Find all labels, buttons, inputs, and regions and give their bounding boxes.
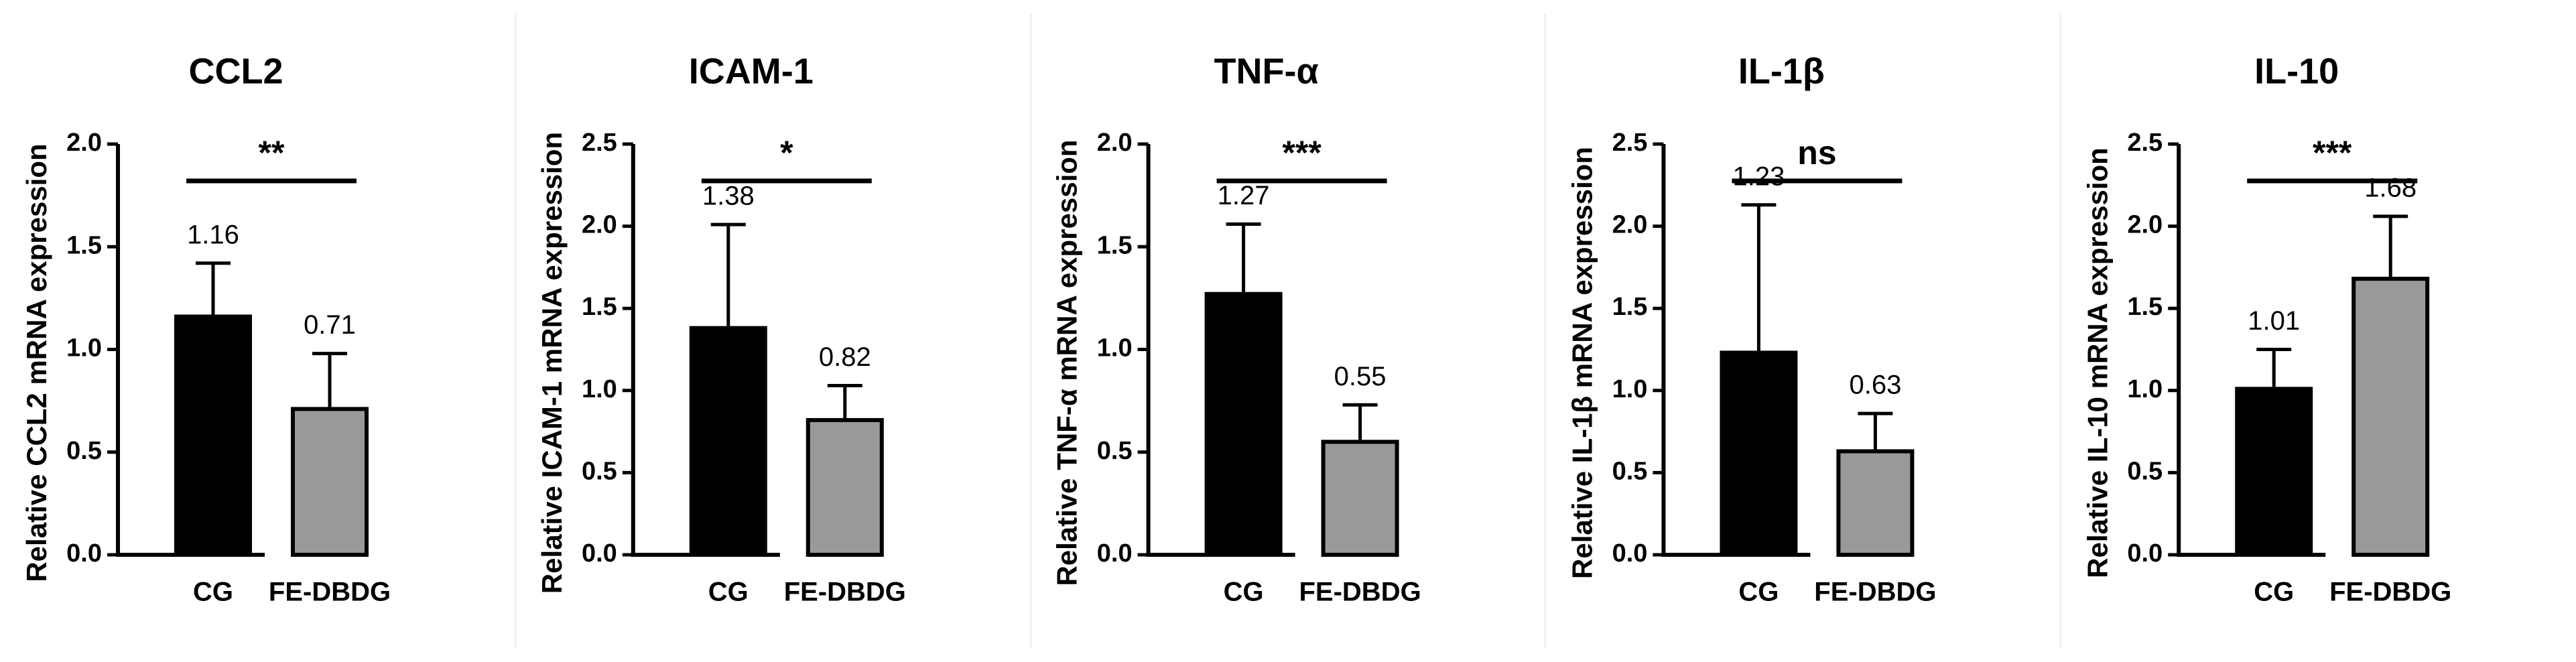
bar xyxy=(1321,440,1399,557)
bar xyxy=(1204,291,1283,557)
y-tick-label: 2.0 xyxy=(2127,211,2163,239)
y-tick-label: 2.0 xyxy=(1097,129,1133,157)
y-axis-label: Relative IL-10 mRNA expression xyxy=(2081,147,2113,578)
y-axis-label: Relative ICAM-1 mRNA expression xyxy=(536,132,568,594)
x-tick-label: FE-DBDG xyxy=(784,578,906,607)
y-tick-label: 1.5 xyxy=(582,293,617,321)
value-label: 1.16 xyxy=(187,220,239,249)
x-tick-label: FE-DBDG xyxy=(2329,578,2451,607)
y-tick-label: 2.5 xyxy=(582,129,617,157)
y-tick-label: 2.0 xyxy=(66,129,102,157)
chart-title: IL-1β xyxy=(1738,51,1825,91)
significance-label: *** xyxy=(2313,134,2352,172)
y-tick-label: 1.5 xyxy=(2127,293,2163,321)
y-tick-label: 1.5 xyxy=(1097,231,1133,259)
y-tick-label: 0.0 xyxy=(1097,539,1133,568)
bar xyxy=(1836,449,1915,557)
y-tick-label: 0.0 xyxy=(1612,539,1648,568)
chart-title: TNF-α xyxy=(1214,51,1319,91)
x-tick-label: CG xyxy=(193,578,233,607)
y-tick-label: 0.5 xyxy=(66,437,102,465)
bar xyxy=(1720,350,1798,557)
value-label: 0.55 xyxy=(1334,362,1387,391)
bar xyxy=(806,417,884,557)
significance-label: ** xyxy=(259,134,285,172)
y-tick-label: 1.0 xyxy=(1612,375,1648,403)
y-tick-label: 2.5 xyxy=(1612,129,1648,157)
y-axis-label: Relative CCL2 mRNA expression xyxy=(21,143,52,582)
bar xyxy=(689,326,767,557)
y-axis-label: Relative TNF-α mRNA expression xyxy=(1051,139,1083,586)
y-tick-label: 1.0 xyxy=(2127,375,2163,403)
value-label: 1.38 xyxy=(702,182,755,211)
x-tick-label: FE-DBDG xyxy=(269,578,391,607)
chart-title: IL-10 xyxy=(2254,51,2339,91)
value-label: 1.68 xyxy=(2364,173,2417,202)
x-tick-label: FE-DBDG xyxy=(1299,578,1421,607)
y-tick-label: 1.0 xyxy=(1097,334,1133,362)
y-tick-label: 0.5 xyxy=(1612,457,1648,485)
y-tick-label: 1.5 xyxy=(1612,293,1648,321)
y-tick-label: 0.0 xyxy=(2127,539,2163,568)
y-tick-label: 0.5 xyxy=(1097,437,1133,465)
bar xyxy=(174,314,252,557)
y-tick-label: 1.0 xyxy=(66,334,102,362)
value-label: 1.01 xyxy=(2248,306,2300,336)
y-tick-label: 0.5 xyxy=(582,457,617,485)
value-label: 0.71 xyxy=(304,310,356,340)
y-tick-label: 0.0 xyxy=(66,539,102,568)
x-tick-label: FE-DBDG xyxy=(1814,578,1936,607)
x-tick-label: CG xyxy=(1224,578,1264,607)
y-tick-label: 2.0 xyxy=(582,211,617,239)
x-tick-label: CG xyxy=(2254,578,2294,607)
bar xyxy=(2352,277,2430,557)
y-tick-label: 0.5 xyxy=(2127,457,2163,485)
value-label: 0.82 xyxy=(819,342,871,372)
value-label: 1.27 xyxy=(1218,181,1270,210)
x-tick-label: CG xyxy=(1738,578,1779,607)
x-tick-label: CG xyxy=(708,578,749,607)
significance-label: *** xyxy=(1282,134,1322,172)
significance-label: ns xyxy=(1797,134,1836,172)
y-axis-label: Relative IL-1β mRNA expression xyxy=(1566,147,1598,579)
chart-title: CCL2 xyxy=(188,51,283,91)
significance-label: * xyxy=(780,134,793,172)
value-label: 1.23 xyxy=(1732,161,1785,191)
y-tick-label: 2.0 xyxy=(1612,211,1648,239)
bar xyxy=(291,407,369,557)
value-label: 0.63 xyxy=(1849,371,1901,400)
y-tick-label: 1.5 xyxy=(66,231,102,259)
y-tick-label: 1.0 xyxy=(582,375,617,403)
chart-title: ICAM-1 xyxy=(689,51,814,91)
y-tick-label: 0.0 xyxy=(582,539,617,568)
bar xyxy=(2235,387,2313,557)
y-tick-label: 2.5 xyxy=(2127,129,2163,157)
